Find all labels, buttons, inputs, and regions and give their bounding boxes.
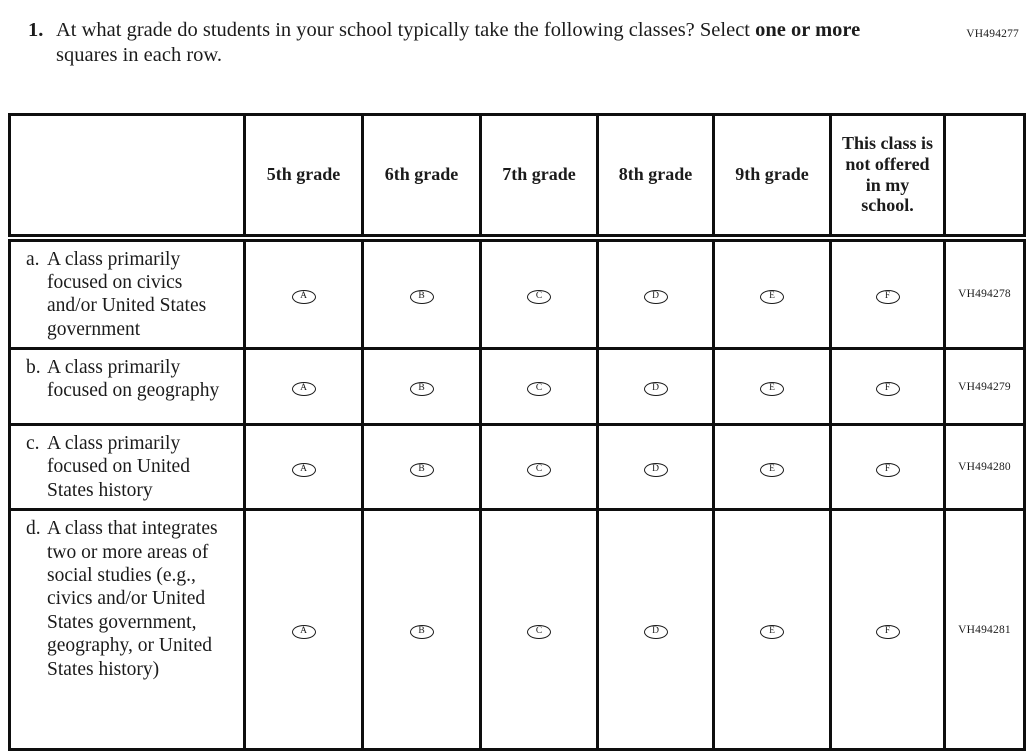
row-label: A class that integrates two or more area… — [47, 518, 218, 680]
question-text-after: squares in each row. — [56, 44, 223, 66]
table-row-b: b. A class primarily focused on geograph… — [8, 347, 1026, 427]
option-cell: C — [479, 508, 599, 751]
answer-bubble-e[interactable]: E — [760, 381, 784, 396]
column-header-code-blank — [943, 113, 1026, 242]
answer-bubble-d[interactable]: D — [643, 462, 668, 477]
option-cell: E — [712, 508, 832, 751]
header-row: 5th grade 6th grade 7th grade 8th grade … — [8, 113, 1026, 242]
answer-bubble-c[interactable]: C — [527, 289, 551, 304]
option-cell: E — [712, 235, 832, 351]
question-text-before: At what grade do students in your school… — [56, 19, 750, 41]
option-cell: C — [479, 423, 599, 512]
form-code: VH494277 — [966, 28, 1019, 40]
row-letter: a. — [26, 248, 40, 270]
column-header-not-offered: This class is not offered in my school. — [829, 113, 946, 242]
row-label: A class primarily focused on geography — [47, 357, 220, 402]
row-letter: b. — [26, 357, 41, 379]
option-cell: B — [361, 423, 482, 512]
answer-bubble-f[interactable]: F — [875, 381, 900, 396]
column-header-6th-grade: 6th grade — [361, 113, 482, 242]
answer-bubble-d[interactable]: D — [643, 625, 668, 640]
row-letter: d. — [26, 518, 41, 540]
answer-bubble-b[interactable]: B — [409, 462, 434, 477]
option-cell: B — [361, 347, 482, 427]
answer-bubble-a[interactable]: A — [291, 625, 316, 640]
answer-bubble-f[interactable]: F — [875, 462, 900, 477]
answer-bubble-c[interactable]: C — [527, 625, 551, 640]
column-header-9th-grade: 9th grade — [712, 113, 832, 242]
option-cell: D — [596, 347, 715, 427]
answer-bubble-d[interactable]: D — [643, 289, 668, 304]
grade-selection-table: 5th grade 6th grade 7th grade 8th grade … — [8, 113, 1026, 751]
row-code: VH494280 — [943, 423, 1026, 512]
answer-bubble-e[interactable]: E — [760, 625, 784, 640]
answer-bubble-e[interactable]: E — [760, 462, 784, 477]
option-cell: A — [243, 235, 364, 351]
column-header-7th-grade: 7th grade — [479, 113, 599, 242]
answer-bubble-e[interactable]: E — [760, 289, 784, 304]
answer-bubble-b[interactable]: B — [409, 289, 434, 304]
table-row-c: c. A class primarily focused on United S… — [8, 423, 1026, 512]
option-cell: F — [829, 508, 946, 751]
row-label-cell: a. A class primarily focused on civics a… — [8, 235, 246, 351]
question-number: 1. — [28, 19, 44, 41]
option-cell: F — [829, 347, 946, 427]
row-code: VH494278 — [943, 235, 1026, 351]
answer-bubble-f[interactable]: F — [875, 625, 900, 640]
option-cell: F — [829, 235, 946, 351]
row-label: A class primarily focused on United Stat… — [47, 433, 190, 501]
option-cell: B — [361, 235, 482, 351]
column-header-5th-grade: 5th grade — [243, 113, 364, 242]
option-cell: E — [712, 347, 832, 427]
option-cell: C — [479, 347, 599, 427]
option-cell: B — [361, 508, 482, 751]
option-cell: C — [479, 235, 599, 351]
option-cell: D — [596, 423, 715, 512]
answer-bubble-a[interactable]: A — [291, 289, 316, 304]
row-label: A class primarily focused on civics and/… — [47, 248, 207, 340]
column-header-8th-grade: 8th grade — [596, 113, 715, 242]
option-cell: D — [596, 508, 715, 751]
answer-bubble-c[interactable]: C — [527, 462, 551, 477]
answer-bubble-d[interactable]: D — [643, 381, 668, 396]
question-text: At what grade do students in your school… — [56, 18, 864, 68]
row-code: VH494279 — [943, 347, 1026, 427]
row-letter: c. — [26, 433, 40, 455]
table-row-d: d. A class that integrates two or more a… — [8, 508, 1026, 751]
answer-bubble-b[interactable]: B — [409, 625, 434, 640]
question-bold-phrase: one or more — [755, 19, 861, 41]
table-row-a: a. A class primarily focused on civics a… — [8, 235, 1026, 351]
question: 1. At what grade do students in your sch… — [28, 18, 908, 68]
option-cell: A — [243, 347, 364, 427]
option-cell: D — [596, 235, 715, 351]
option-cell: A — [243, 423, 364, 512]
row-label-cell: b. A class primarily focused on geograph… — [8, 347, 246, 427]
answer-bubble-c[interactable]: C — [527, 381, 551, 396]
option-cell: E — [712, 423, 832, 512]
row-label-cell: d. A class that integrates two or more a… — [8, 508, 246, 751]
answer-bubble-b[interactable]: B — [409, 381, 434, 396]
column-header-blank — [8, 113, 246, 242]
option-cell: A — [243, 508, 364, 751]
answer-bubble-f[interactable]: F — [875, 289, 900, 304]
answer-bubble-a[interactable]: A — [291, 462, 316, 477]
row-label-cell: c. A class primarily focused on United S… — [8, 423, 246, 512]
option-cell: F — [829, 423, 946, 512]
answer-bubble-a[interactable]: A — [291, 381, 316, 396]
row-code: VH494281 — [943, 508, 1026, 751]
